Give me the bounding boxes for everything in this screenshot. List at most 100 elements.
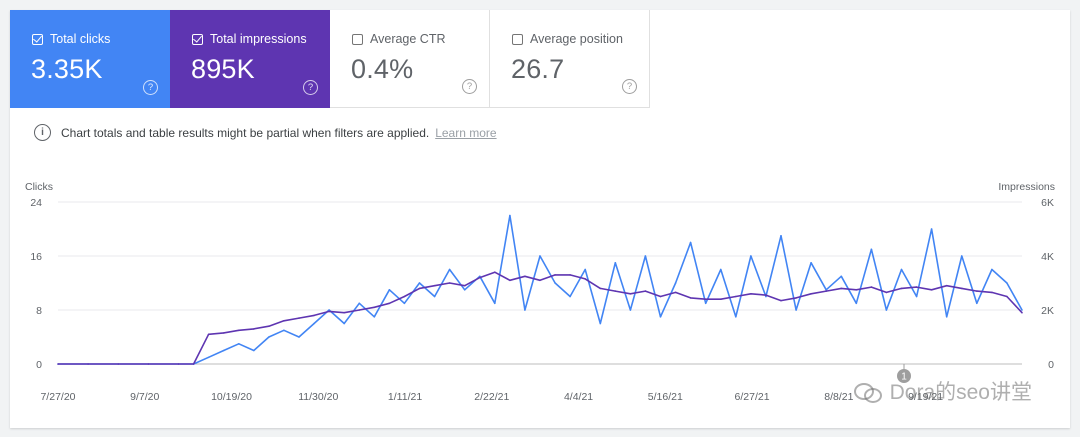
x-tick-label: 10/19/20	[211, 391, 252, 403]
help-icon[interactable]: ?	[622, 79, 637, 94]
data-point-clicks	[418, 282, 421, 284]
help-icon[interactable]: ?	[462, 79, 477, 94]
x-tick-label: 1/11/21	[388, 391, 422, 403]
data-point-impressions	[343, 311, 346, 314]
data-point-clicks	[328, 309, 330, 311]
data-point-impressions	[373, 306, 376, 309]
data-point-clicks	[689, 241, 692, 244]
data-point-impressions	[614, 290, 617, 292]
data-point-impressions	[991, 291, 993, 294]
checkbox-checked-icon[interactable]	[32, 32, 43, 45]
data-point-clicks	[780, 235, 782, 237]
data-point-impressions	[915, 286, 918, 288]
x-tick-label: 7/27/20	[40, 391, 75, 403]
data-point-impressions	[1021, 311, 1023, 314]
notice-text: Chart totals and table results might be …	[61, 125, 430, 140]
info-icon: i	[34, 124, 51, 141]
metric-header: Average position	[512, 32, 623, 46]
data-point-clicks	[373, 316, 376, 318]
data-point-clicks	[614, 262, 617, 264]
metric-label: Total impressions	[210, 32, 307, 46]
x-tick-label: 6/27/21	[735, 391, 770, 403]
data-point-impressions	[509, 279, 511, 282]
learn-more-link[interactable]: Learn more	[435, 125, 497, 140]
data-point-impressions	[569, 274, 571, 276]
metric-header: Total clicks	[32, 32, 110, 46]
metric-average-ctr[interactable]: Average CTR 0.4% ?	[330, 10, 490, 108]
y-right-tick-label: 0	[1048, 359, 1054, 371]
x-tick-label: 4/4/21	[564, 391, 593, 403]
data-point-clicks	[720, 268, 722, 271]
data-point-impressions	[825, 290, 827, 292]
data-point-impressions	[433, 284, 436, 287]
data-point-impressions	[268, 325, 270, 328]
data-point-clicks	[735, 316, 737, 318]
x-tick-label: 9/19/21	[908, 391, 943, 403]
data-point-impressions	[87, 363, 89, 365]
partial-data-notice: i Chart totals and table results might b…	[34, 124, 497, 141]
data-point-impressions	[238, 329, 240, 332]
data-point-clicks	[403, 302, 406, 305]
y-left-tick-label: 24	[30, 197, 42, 209]
data-point-impressions	[644, 290, 647, 292]
data-point-clicks	[930, 228, 933, 230]
checkbox-unchecked-icon[interactable]	[512, 33, 523, 45]
data-point-impressions	[283, 320, 285, 322]
data-point-clicks	[870, 248, 873, 251]
annotation-marker[interactable]	[897, 369, 911, 383]
data-point-clicks	[840, 275, 843, 278]
data-point-impressions	[192, 363, 195, 365]
data-point-impressions	[494, 271, 496, 274]
data-point-clicks	[584, 268, 586, 271]
data-point-clicks	[599, 322, 602, 325]
data-point-clicks	[704, 302, 707, 305]
data-point-impressions	[976, 290, 978, 292]
data-point-impressions	[463, 284, 466, 287]
data-point-impressions	[328, 310, 330, 313]
data-point-impressions	[388, 302, 391, 305]
metric-total-clicks[interactable]: Total clicks 3.35K ?	[10, 10, 170, 108]
data-point-clicks	[509, 214, 511, 217]
data-point-clicks	[524, 309, 526, 311]
data-point-impressions	[584, 278, 586, 280]
data-point-clicks	[765, 295, 767, 298]
data-point-clicks	[885, 309, 888, 311]
data-point-impressions	[599, 287, 602, 290]
data-point-clicks	[388, 289, 391, 291]
data-point-impressions	[222, 332, 225, 334]
data-point-impressions	[177, 363, 180, 365]
data-point-clicks	[961, 255, 963, 257]
metric-value: 0.4%	[351, 54, 414, 84]
metric-value: 895K	[191, 54, 255, 84]
data-point-impressions	[750, 293, 752, 295]
data-point-clicks	[976, 302, 978, 305]
data-point-clicks	[448, 268, 451, 271]
data-point-impressions	[448, 282, 451, 284]
metric-total-impressions[interactable]: Total impressions 895K ?	[170, 10, 330, 108]
x-tick-label: 8/8/21	[824, 391, 853, 403]
data-point-impressions	[780, 299, 782, 302]
metric-tabs: Total clicks 3.35K ? Total impressions 8…	[10, 10, 650, 108]
right-axis-title: Impressions	[998, 181, 1055, 193]
data-point-clicks	[629, 309, 632, 311]
help-icon[interactable]: ?	[303, 80, 318, 95]
checkbox-unchecked-icon[interactable]	[352, 33, 363, 45]
data-point-impressions	[253, 328, 255, 330]
checkbox-checked-icon[interactable]	[192, 32, 203, 45]
data-point-clicks	[991, 268, 993, 271]
data-point-clicks	[313, 322, 315, 325]
watermark-text: Dora的seo讲堂	[889, 381, 1032, 404]
data-point-impressions	[403, 295, 406, 298]
series-line-impressions	[58, 271, 1023, 365]
metric-average-position[interactable]: Average position 26.7 ?	[490, 10, 650, 108]
data-point-clicks	[1021, 309, 1023, 311]
data-point-impressions	[554, 274, 556, 276]
data-point-clicks	[253, 349, 255, 352]
help-icon[interactable]: ?	[143, 80, 158, 95]
data-point-impressions	[945, 284, 948, 287]
data-point-clicks	[463, 289, 466, 291]
data-point-impressions	[207, 333, 210, 336]
data-point-impressions	[840, 287, 843, 290]
data-point-impressions	[689, 297, 692, 299]
data-point-clicks	[810, 262, 812, 264]
